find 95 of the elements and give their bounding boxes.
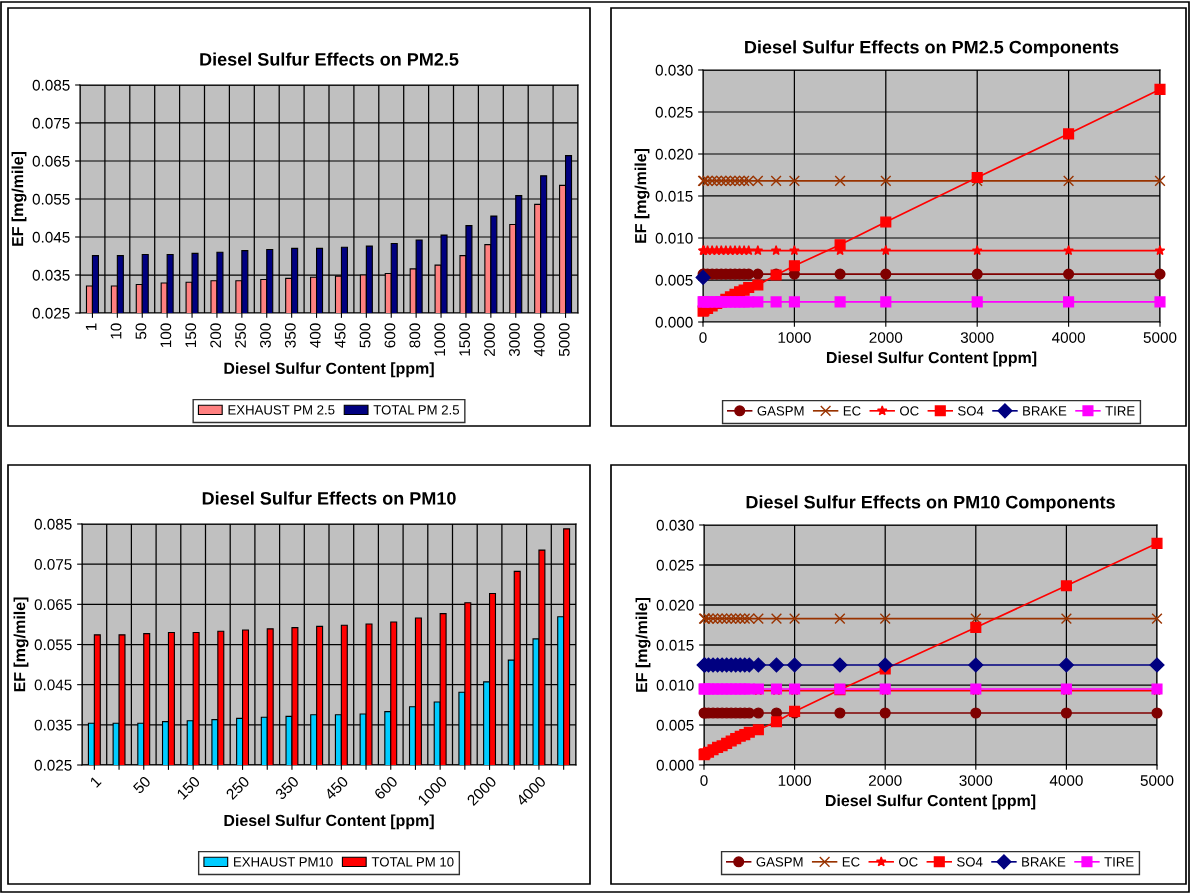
y-axis-title: EF [mg/mile] <box>634 148 650 243</box>
y-tick-label: 0.025 <box>656 559 694 571</box>
chart-title: Diesel Sulfur Effects on PM10 <box>202 491 456 505</box>
x-tick-label: 2000 <box>484 323 495 356</box>
y-tick-label: 0.025 <box>32 307 70 319</box>
x-tick-label: 300 <box>260 323 271 348</box>
x-tick-label: 1000 <box>778 775 811 786</box>
y-tick-label: 0.055 <box>34 639 72 651</box>
x-tick-label: 4000 <box>1049 775 1083 786</box>
legend-label: BRAKE <box>1022 857 1066 867</box>
y-tick-label: 0.075 <box>32 117 70 129</box>
x-tick-label: 10 <box>110 323 122 339</box>
y-tick-label: 0.025 <box>34 759 72 771</box>
y-tick-label: 0.035 <box>34 719 72 731</box>
legend-label: OC <box>899 857 918 867</box>
y-tick-label: 0.055 <box>32 193 70 205</box>
x-axis-title: Diesel Sulfur Content [ppm] <box>224 362 434 378</box>
x-tick-label: 2000 <box>869 332 903 343</box>
legend-label: GASPM <box>756 857 803 867</box>
y-axis-title: EF [mg/mile] <box>11 151 27 246</box>
y-tick-label: 0.000 <box>655 316 693 328</box>
x-tick-label: 3000 <box>960 332 994 343</box>
x-tick-label: 350 <box>274 775 300 801</box>
x-tick-label: 1 <box>89 775 102 788</box>
x-tick-label: 150 <box>176 775 201 800</box>
legend-label: EXHAUST PM10 <box>234 857 333 867</box>
legend-label: EC <box>842 857 860 867</box>
x-tick-label: 5000 <box>1140 775 1174 786</box>
x-tick-label: 50 <box>132 775 152 795</box>
y-tick-label: 0.020 <box>656 599 694 611</box>
y-tick-label: 0.085 <box>34 518 72 530</box>
x-tick-label: 250 <box>225 775 251 801</box>
y-tick-label: 0.035 <box>32 269 70 281</box>
legend-label: TIRE <box>1105 406 1135 416</box>
chart-title: Diesel Sulfur Effects on PM2.5 <box>200 52 459 66</box>
y-tick-label: 0.030 <box>655 64 693 76</box>
legend-label: TOTAL PM 2.5 <box>373 405 460 415</box>
y-tick-label: 0.015 <box>656 639 694 651</box>
x-tick-label: 400 <box>309 323 321 348</box>
x-tick-label: 250 <box>235 323 246 348</box>
y-tick-label: 0.005 <box>655 274 693 286</box>
x-axis-title: Diesel Sulfur Content [ppm] <box>825 794 1036 810</box>
x-tick-label: 2000 <box>868 775 902 786</box>
y-tick-label: 0.015 <box>655 190 693 202</box>
x-tick-label: 800 <box>409 323 421 348</box>
y-tick-label: 0.010 <box>656 679 694 691</box>
y-tick-label: 0.075 <box>34 559 72 570</box>
y-tick-label: 0.065 <box>34 599 72 611</box>
y-tick-label: 0.020 <box>655 148 693 160</box>
chart-title: Diesel Sulfur Effects on PM10 Components <box>746 495 1115 513</box>
x-tick-label: 3000 <box>959 775 993 786</box>
legend-label: TIRE <box>1104 857 1134 867</box>
legend-label: SO4 <box>958 406 984 416</box>
x-tick-label: 4000 <box>533 323 545 357</box>
x-tick-label: 1000 <box>778 332 811 343</box>
x-tick-label: 5000 <box>558 323 570 357</box>
legend-label: BRAKE <box>1023 406 1067 416</box>
x-tick-label: 0 <box>700 775 708 786</box>
x-tick-label: 0 <box>699 332 707 343</box>
legend-label: SO4 <box>957 857 983 867</box>
legend-label: OC <box>900 406 919 416</box>
x-tick-label: 1500 <box>459 323 471 356</box>
legend-label: EC <box>843 406 861 416</box>
chart-title: Diesel Sulfur Effects on PM2.5 Components <box>745 40 1119 58</box>
x-tick-label: 1000 <box>434 323 446 356</box>
y-tick-label: 0.005 <box>656 719 694 731</box>
y-tick-label: 0.045 <box>32 231 70 243</box>
y-tick-label: 0.065 <box>32 155 70 167</box>
y-axis-title: EF [mg/mile] <box>635 597 651 692</box>
x-tick-label: 3000 <box>509 323 520 357</box>
y-axis-title: EF [mg/mile] <box>13 597 29 692</box>
x-tick-label: 200 <box>210 323 222 348</box>
y-tick-label: 0.030 <box>656 519 694 531</box>
x-tick-label: 500 <box>359 323 371 348</box>
y-tick-label: 0.085 <box>32 79 70 91</box>
x-tick-label: 1 <box>85 323 97 331</box>
legend-label: TOTAL PM 10 <box>371 857 454 867</box>
x-tick-label: 150 <box>185 323 197 348</box>
x-tick-label: 350 <box>284 323 296 348</box>
x-tick-label: 4000 <box>1051 332 1085 343</box>
x-tick-label: 600 <box>384 323 396 348</box>
x-tick-label: 600 <box>373 775 399 801</box>
x-tick-label: 100 <box>160 323 172 348</box>
y-tick-label: 0.025 <box>655 106 693 118</box>
x-tick-label: 50 <box>135 323 147 340</box>
legend-label: GASPM <box>757 406 804 416</box>
x-axis-title: Diesel Sulfur Content [ppm] <box>826 351 1037 367</box>
x-tick-label: 450 <box>323 775 349 801</box>
x-tick-label: 450 <box>334 323 346 348</box>
x-tick-label: 5000 <box>1143 332 1177 343</box>
y-tick-label: 0.000 <box>656 759 694 771</box>
legend-label: EXHAUST PM 2.5 <box>228 405 335 415</box>
y-tick-label: 0.010 <box>655 232 693 244</box>
x-axis-title: Diesel Sulfur Content [ppm] <box>224 814 434 830</box>
y-tick-label: 0.045 <box>34 679 72 691</box>
